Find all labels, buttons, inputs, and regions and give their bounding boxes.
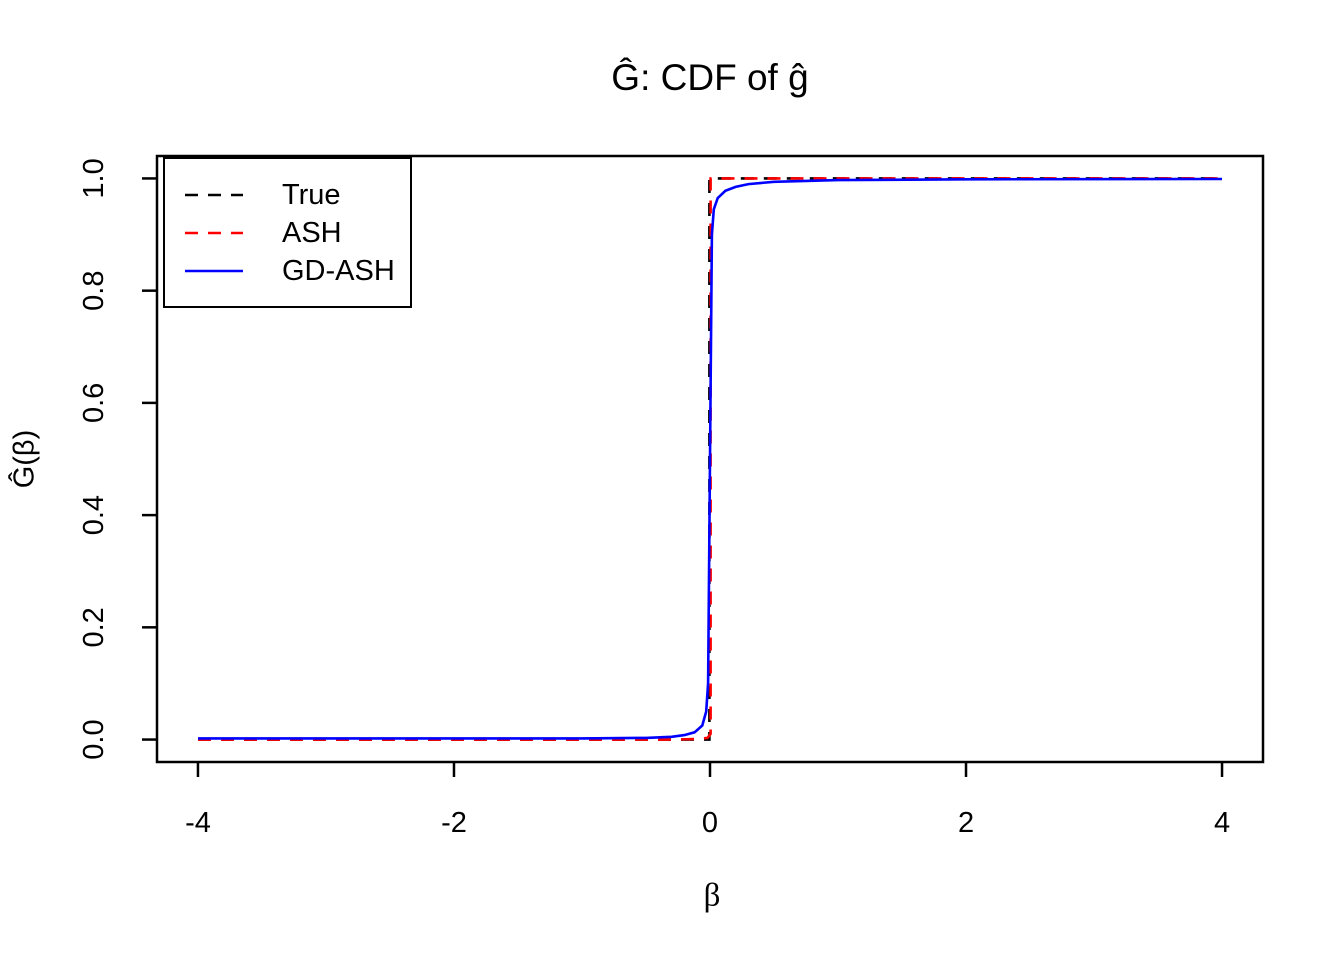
x-tick-label: 0: [702, 807, 718, 839]
legend-line-sample-true: [185, 193, 243, 197]
legend-label-true: True: [282, 178, 341, 211]
x-tick-label: -2: [441, 807, 467, 839]
legend-line-sample-gd-ash: [185, 269, 243, 273]
y-tick-label: 0.2: [78, 607, 110, 647]
chart-title: Ĝ: CDF of ĝ: [611, 57, 809, 98]
x-tick-label: 2: [958, 807, 974, 839]
legend-label-ash: ASH: [282, 216, 342, 249]
x-axis-title: β: [703, 877, 721, 914]
y-axis-title: Ĝ(β): [8, 429, 41, 489]
legend-entry-ash: ASH: [185, 214, 410, 252]
y-tick-label: 0.6: [78, 383, 110, 423]
y-tick-label: 0.4: [78, 495, 110, 535]
legend-box: True ASH GD-ASH: [163, 157, 412, 308]
legend-entry-gd-ash: GD-ASH: [185, 252, 410, 290]
x-tick-label: -4: [185, 807, 211, 839]
y-tick-label: 1.0: [78, 158, 110, 198]
legend-entry-true: True: [185, 176, 410, 214]
legend-line-sample-ash: [185, 231, 243, 235]
series-line-gd-ash: [198, 177, 1223, 740]
series-line-ash: [198, 177, 1222, 741]
legend-label-gd-ash: GD-ASH: [282, 254, 395, 287]
y-tick-label: 0.8: [78, 271, 110, 311]
x-tick-label: 4: [1214, 807, 1230, 839]
y-tick-label: 0.0: [78, 719, 110, 759]
